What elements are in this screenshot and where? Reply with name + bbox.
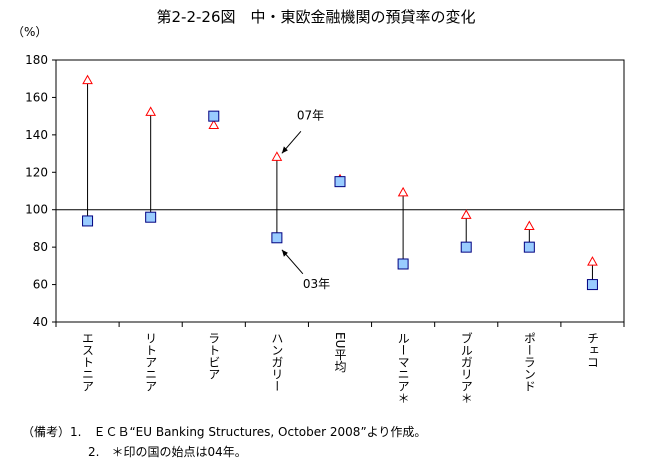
y-tick-label: 120 [25, 165, 48, 179]
marker-triangle [145, 106, 157, 116]
y-tick-label: 40 [33, 315, 48, 329]
y-tick-label: 160 [25, 90, 48, 104]
annotation: 07年 [297, 108, 324, 122]
annotation: 03年 [303, 277, 330, 291]
marker-triangle [397, 186, 409, 197]
marker-triangle [587, 256, 598, 266]
marker-square [82, 215, 94, 227]
x-tick-label: ブルガリア＊ [459, 331, 473, 404]
marker-square [208, 110, 220, 122]
x-tick-label: リトアニア [144, 332, 158, 392]
note: 2. ＊印の国の始点は04年。 [88, 445, 247, 459]
marker-square [145, 211, 157, 223]
x-tick-label: チェコ [585, 332, 599, 368]
x-tick-label: ルーマニア＊ [396, 332, 410, 404]
marker-square [271, 232, 283, 244]
marker-square [460, 241, 472, 253]
marker-triangle [460, 209, 472, 219]
chart-title: 第2-2-26図 中・東欧金融機関の預貸率の変化 [156, 8, 475, 26]
marker-square [397, 258, 409, 270]
x-tick-label: エストニア [81, 332, 95, 392]
y-tick-label: 100 [25, 203, 48, 217]
x-tick-label: ポーランド [522, 332, 536, 392]
x-tick-label: EU平均 [333, 332, 347, 373]
marker-square [586, 279, 598, 291]
marker-triangle [208, 119, 220, 129]
note: （備考）1. ＥＣＢ“EU Banking Structures, Octobe… [22, 424, 426, 439]
arrow-head [281, 249, 288, 257]
y-tick-label: 180 [25, 53, 48, 67]
plot-area [55, 59, 625, 323]
x-tick-label: ハンガリー [270, 332, 284, 392]
y-tick-label: 80 [33, 240, 48, 254]
marker-square [334, 176, 346, 188]
y-unit: （%） [12, 25, 47, 39]
y-tick-label: 60 [33, 278, 48, 292]
y-tick-label: 140 [25, 128, 48, 142]
marker-triangle [82, 74, 93, 85]
marker-triangle [271, 151, 283, 161]
marker-square [523, 241, 535, 253]
x-tick-label: ラトビア [207, 332, 221, 380]
marker-triangle [523, 220, 535, 231]
arrow-head [281, 146, 288, 154]
